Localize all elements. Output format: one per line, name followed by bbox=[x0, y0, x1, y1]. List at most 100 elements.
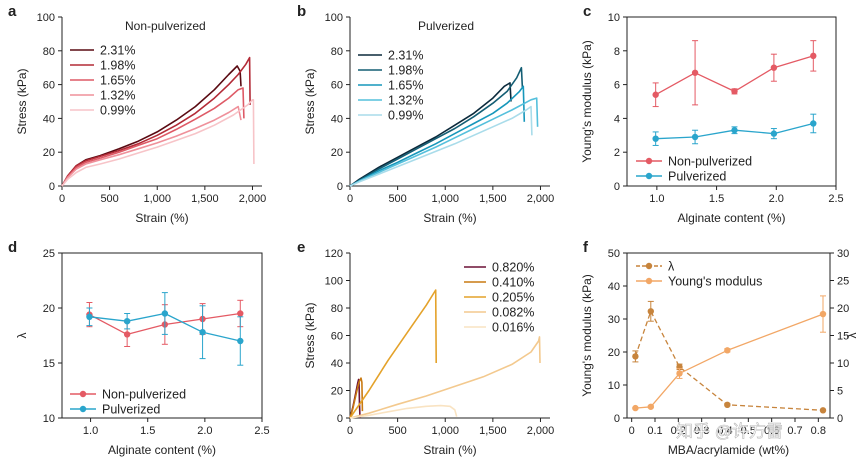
y-tick-label: 8 bbox=[614, 46, 620, 58]
y-tick-label: 60 bbox=[43, 80, 55, 92]
legend-label: 1.32% bbox=[388, 94, 423, 108]
y-tick-label: 100 bbox=[325, 276, 343, 288]
panel-letter: f bbox=[583, 239, 589, 256]
y-tick-label: 2 bbox=[614, 147, 620, 159]
y2-tick-label: 30 bbox=[837, 248, 849, 260]
plot-frame bbox=[61, 252, 263, 419]
y-tick-label: 6 bbox=[614, 80, 620, 92]
data-point bbox=[652, 91, 659, 98]
y-tick-label: 10 bbox=[608, 380, 620, 392]
x-tick-label: 0 bbox=[347, 425, 353, 437]
series-line-2 bbox=[635, 313, 824, 409]
y2-tick-label: 5 bbox=[837, 386, 843, 398]
legend-label: 1.65% bbox=[100, 74, 135, 88]
y-tick-label: 20 bbox=[43, 147, 55, 159]
data-point bbox=[731, 88, 738, 95]
legend-label: 2.31% bbox=[100, 44, 135, 58]
x-tick-label: 1.5 bbox=[140, 425, 155, 437]
plot-frame bbox=[626, 16, 837, 187]
series-line-4 bbox=[349, 97, 539, 187]
y-tick-label: 40 bbox=[331, 358, 343, 370]
x-tick-label: 0.3 bbox=[694, 425, 709, 437]
legend-label: 0.820% bbox=[492, 261, 534, 275]
x-axis-label: Strain (%) bbox=[423, 443, 476, 457]
legend-marker bbox=[645, 157, 653, 165]
legend-marker bbox=[645, 277, 653, 285]
legend-label: 0.99% bbox=[100, 104, 135, 118]
y2-tick-label: 25 bbox=[837, 276, 849, 288]
y-tick-label: 0 bbox=[337, 413, 343, 425]
data-point bbox=[161, 310, 169, 317]
y-tick-label: 4 bbox=[614, 113, 620, 125]
y-tick-label: 100 bbox=[325, 12, 343, 24]
y-tick-label: 40 bbox=[608, 281, 620, 293]
data-point bbox=[676, 370, 683, 377]
legend-marker bbox=[645, 172, 653, 180]
y2-axis-label: λ bbox=[845, 333, 859, 339]
y-tick-label: 80 bbox=[331, 46, 343, 58]
y-tick-label: 40 bbox=[331, 113, 343, 125]
panel-b: b 0 500 1,000 1,500 2,000 0 20 40 60 80 100 Strain (… bbox=[297, 3, 554, 225]
legend-label: 0.99% bbox=[388, 109, 423, 123]
x-tick-label: 2,000 bbox=[527, 425, 555, 437]
x-tick-label: 0 bbox=[347, 193, 353, 205]
data-point bbox=[237, 310, 244, 317]
legend-label: 1.98% bbox=[100, 59, 135, 73]
data-point bbox=[819, 407, 827, 414]
y-tick-label: 30 bbox=[608, 314, 620, 326]
y-tick-label: 10 bbox=[608, 12, 620, 24]
panel-letter: b bbox=[297, 3, 306, 20]
x-tick-label: 2.5 bbox=[254, 425, 269, 437]
y-tick-label: 40 bbox=[43, 113, 55, 125]
x-tick-label: 0.1 bbox=[647, 425, 662, 437]
legend-label: λ bbox=[668, 260, 675, 274]
series-line-4 bbox=[61, 105, 242, 187]
x-tick-label: 0.4 bbox=[717, 425, 732, 437]
series-line-3 bbox=[349, 85, 526, 187]
x-axis-label: Strain (%) bbox=[423, 211, 476, 225]
y-tick-label: 25 bbox=[43, 248, 55, 260]
panel-letter: e bbox=[297, 239, 305, 256]
x-tick-label: 0.2 bbox=[671, 425, 686, 437]
x-axis-label: Alginate content (%) bbox=[108, 443, 216, 457]
panel-c: c 1.0 1.5 2.0 2.5 0 2 4 6 8 10 Alginate content (%)… bbox=[580, 3, 844, 225]
data-point bbox=[647, 308, 654, 315]
y2-tick-label: 0 bbox=[837, 413, 843, 425]
x-tick-label: 1.5 bbox=[709, 193, 724, 205]
y-tick-label: 20 bbox=[331, 147, 343, 159]
y-axis-label: Young's modulus (kPa) bbox=[580, 274, 594, 397]
data-point bbox=[731, 127, 738, 134]
data-point bbox=[810, 120, 817, 127]
data-point bbox=[691, 133, 699, 141]
y-axis-label: Stress (kPa) bbox=[303, 68, 317, 134]
data-point bbox=[770, 64, 778, 71]
x-tick-label: 500 bbox=[100, 193, 118, 205]
y-tick-label: 50 bbox=[608, 248, 620, 260]
series-line-2 bbox=[349, 377, 364, 419]
y-tick-label: 0 bbox=[49, 181, 55, 193]
series-line-5 bbox=[349, 105, 533, 187]
y-axis-label: Stress (kPa) bbox=[15, 68, 29, 134]
y-tick-label: 15 bbox=[43, 358, 55, 370]
x-tick-label: 0 bbox=[59, 193, 65, 205]
data-point bbox=[123, 331, 131, 338]
series-line-2 bbox=[61, 56, 251, 187]
x-tick-label: 2.0 bbox=[769, 193, 784, 205]
y-tick-label: 0 bbox=[614, 413, 620, 425]
legend-label: 1.98% bbox=[388, 64, 423, 78]
y-tick-label: 80 bbox=[43, 46, 55, 58]
legend-label: 0.410% bbox=[492, 276, 534, 290]
chart-title: Non-pulverized bbox=[125, 19, 206, 33]
x-tick-label: 2.5 bbox=[828, 193, 843, 205]
series-line-4 bbox=[349, 336, 541, 419]
data-point bbox=[86, 313, 93, 320]
panel-letter: d bbox=[8, 239, 17, 256]
series-line-5 bbox=[349, 404, 458, 419]
series-line-5 bbox=[61, 99, 255, 187]
legend-label: Young's modulus bbox=[668, 275, 762, 289]
y-tick-label: 60 bbox=[331, 331, 343, 343]
legend-label: 1.65% bbox=[388, 79, 423, 93]
legend-marker bbox=[79, 390, 87, 398]
legend-marker bbox=[645, 262, 653, 270]
